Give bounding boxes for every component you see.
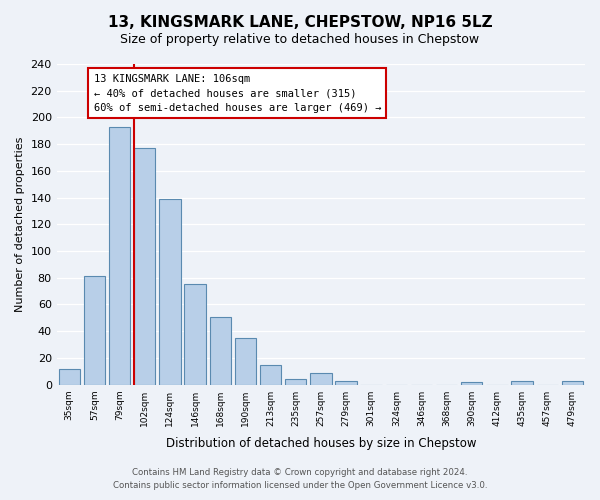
Bar xyxy=(235,338,256,384)
Bar xyxy=(159,199,181,384)
Bar xyxy=(285,380,307,384)
Y-axis label: Number of detached properties: Number of detached properties xyxy=(15,136,25,312)
Bar xyxy=(461,382,482,384)
Bar xyxy=(260,364,281,384)
Bar xyxy=(59,368,80,384)
Text: 13, KINGSMARK LANE, CHEPSTOW, NP16 5LZ: 13, KINGSMARK LANE, CHEPSTOW, NP16 5LZ xyxy=(107,15,493,30)
X-axis label: Distribution of detached houses by size in Chepstow: Distribution of detached houses by size … xyxy=(166,437,476,450)
Text: 13 KINGSMARK LANE: 106sqm
← 40% of detached houses are smaller (315)
60% of semi: 13 KINGSMARK LANE: 106sqm ← 40% of detac… xyxy=(94,74,381,113)
Bar xyxy=(562,380,583,384)
Bar xyxy=(134,148,155,384)
Bar xyxy=(335,380,356,384)
Bar xyxy=(109,127,130,384)
Bar xyxy=(184,284,206,384)
Text: Size of property relative to detached houses in Chepstow: Size of property relative to detached ho… xyxy=(121,32,479,46)
Bar xyxy=(209,316,231,384)
Bar xyxy=(84,276,105,384)
Text: Contains HM Land Registry data © Crown copyright and database right 2024.
Contai: Contains HM Land Registry data © Crown c… xyxy=(113,468,487,490)
Bar xyxy=(511,380,533,384)
Bar xyxy=(310,372,332,384)
